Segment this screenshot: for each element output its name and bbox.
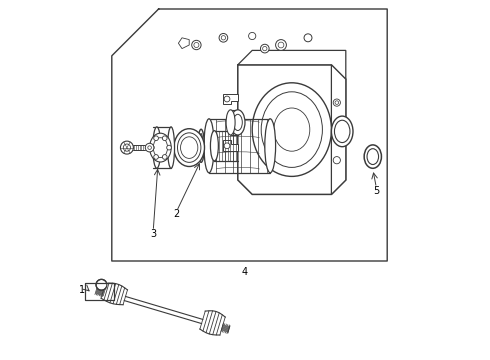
Circle shape [224, 96, 230, 102]
Circle shape [121, 141, 133, 154]
Ellipse shape [265, 119, 275, 173]
Circle shape [304, 34, 312, 42]
Polygon shape [223, 140, 238, 151]
Circle shape [192, 40, 201, 50]
Ellipse shape [252, 83, 331, 176]
Ellipse shape [149, 133, 171, 162]
Bar [85, 283, 114, 300]
Polygon shape [331, 65, 346, 194]
Circle shape [162, 136, 167, 141]
Circle shape [154, 154, 158, 159]
Circle shape [219, 33, 228, 42]
Circle shape [167, 145, 172, 150]
Text: 2: 2 [173, 209, 180, 219]
Circle shape [96, 279, 107, 290]
Text: 4: 4 [242, 267, 248, 277]
Circle shape [275, 40, 286, 50]
Polygon shape [238, 50, 346, 79]
Circle shape [162, 154, 167, 159]
Circle shape [224, 143, 230, 149]
Circle shape [154, 136, 158, 141]
Text: 1: 1 [79, 285, 85, 295]
Polygon shape [178, 38, 189, 49]
Ellipse shape [210, 131, 219, 161]
Ellipse shape [204, 119, 214, 173]
Ellipse shape [174, 129, 204, 167]
Ellipse shape [226, 110, 235, 135]
Ellipse shape [153, 127, 161, 168]
Circle shape [248, 32, 256, 40]
Ellipse shape [331, 116, 353, 147]
Circle shape [149, 145, 154, 150]
Text: 3: 3 [150, 229, 156, 239]
Circle shape [333, 99, 341, 106]
Circle shape [145, 143, 154, 152]
Circle shape [261, 44, 269, 53]
Polygon shape [223, 94, 238, 104]
Ellipse shape [364, 145, 381, 168]
Ellipse shape [198, 129, 204, 162]
Text: 5: 5 [373, 186, 380, 196]
Ellipse shape [168, 127, 174, 168]
Ellipse shape [231, 110, 245, 135]
Circle shape [333, 157, 341, 164]
Polygon shape [238, 65, 346, 194]
